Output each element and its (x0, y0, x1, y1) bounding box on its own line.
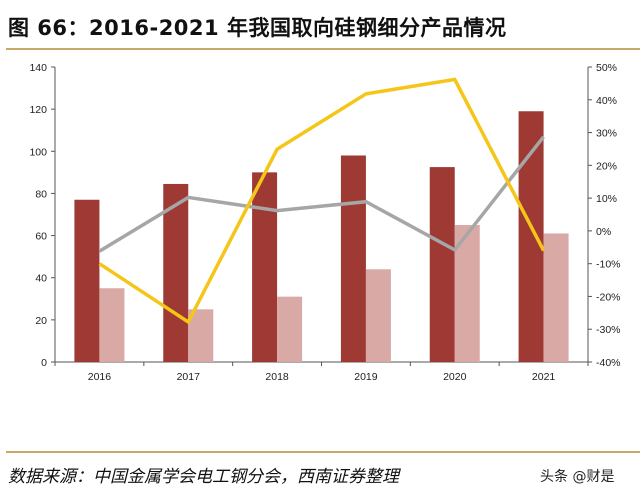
right-tick-label: 0% (596, 226, 611, 238)
bar-high-perm-2017 (163, 183, 189, 362)
bar-general-2019 (365, 269, 391, 362)
right-tick-label: 20% (596, 160, 617, 172)
x-tick-label: 2019 (354, 371, 378, 383)
bar-general-2016 (99, 288, 125, 362)
left-tick-label: 100 (29, 146, 47, 158)
source-divider (6, 451, 640, 453)
right-tick-label: -40% (596, 357, 621, 369)
bar-high-perm-2019 (340, 155, 366, 362)
right-tick-label: 50% (596, 62, 617, 74)
right-tick-label: -10% (596, 259, 621, 271)
left-tick-label: 80 (35, 188, 47, 200)
bar-high-perm-2018 (252, 172, 278, 362)
left-tick-label: 20 (35, 315, 47, 327)
x-tick-label: 2021 (532, 371, 556, 383)
x-tick-label: 2017 (177, 371, 201, 383)
left-tick-label: 0 (41, 357, 47, 369)
left-tick-label: 140 (29, 62, 47, 74)
bar-general-2017 (188, 309, 214, 362)
x-tick-label: 2016 (88, 371, 112, 383)
x-tick-label: 2018 (265, 371, 289, 383)
bar-general-2018 (277, 296, 303, 362)
left-tick-label: 60 (35, 231, 47, 243)
title-divider (6, 48, 640, 50)
bar-general-2021 (543, 233, 569, 362)
right-tick-label: 40% (596, 95, 617, 107)
chart-title: 图 66：2016-2021 年我国取向硅钢细分产品情况 (8, 16, 507, 40)
bar-general-2020 (454, 225, 480, 362)
chart: 0 20 40 60 80 100 120 140 -40% -30% -20% -10% 0% 10% 2… (29, 62, 621, 383)
right-tick-label: -30% (596, 324, 621, 336)
line-high-perm-yoy (98, 135, 545, 253)
line-general-yoy (98, 77, 546, 325)
watermark: 头条 @财是 (540, 469, 615, 485)
right-tick-label: 30% (596, 128, 617, 140)
source-note: 数据来源：中国金属学会电工钢分会，西南证券整理 (8, 467, 399, 487)
right-tick-label: -20% (596, 291, 621, 303)
bar-high-perm-2020 (429, 167, 455, 362)
x-tick-label: 2020 (443, 371, 467, 383)
left-tick-label: 40 (35, 273, 47, 285)
bar-high-perm-2016 (74, 199, 100, 362)
left-tick-label: 120 (29, 104, 47, 116)
right-tick-label: 10% (596, 193, 617, 205)
bar-high-perm-2021 (518, 111, 544, 362)
